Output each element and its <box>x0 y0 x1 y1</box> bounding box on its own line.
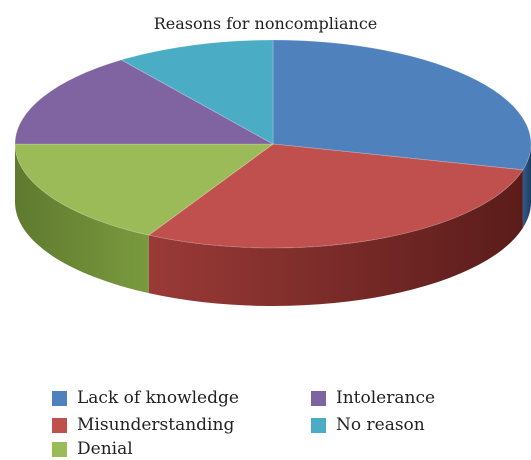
pie-side-misunderstanding <box>148 169 523 306</box>
legend-item-no-reason: No reason <box>311 414 425 436</box>
pie-slice-no-reason <box>120 39 274 145</box>
pie-slice-intolerance <box>14 59 275 145</box>
chart-title: Reasons for noncompliance <box>153 14 378 33</box>
legend-item-intolerance: Intolerance <box>311 387 435 409</box>
legend-item-denial: Denial <box>52 438 133 460</box>
legend-swatch-denial <box>52 441 67 457</box>
legend-label-no-reason: No reason <box>336 415 425 435</box>
pie-slice-denial <box>14 143 275 236</box>
legend-label-intolerance: Intolerance <box>336 388 436 408</box>
legend-swatch-misunderstanding <box>52 417 67 433</box>
legend-item-misunderstanding: Misunderstanding <box>52 414 234 436</box>
legend-label-misunderstanding: Misunderstanding <box>77 415 235 435</box>
pie-chart <box>14 39 531 306</box>
legend-label-lack-of-knowledge: Lack of knowledge <box>77 388 239 408</box>
legend-swatch-no-reason <box>311 417 326 433</box>
pie-side-lack-of-knowledge <box>522 144 531 228</box>
pie-slice-misunderstanding <box>147 143 524 249</box>
legend-swatch-intolerance <box>311 390 326 406</box>
legend-label-denial: Denial <box>77 439 133 459</box>
legend-item-lack-of-knowledge: Lack of knowledge <box>52 387 239 409</box>
pie-side-denial <box>15 144 149 294</box>
legend-swatch-lack-of-knowledge <box>52 390 67 406</box>
